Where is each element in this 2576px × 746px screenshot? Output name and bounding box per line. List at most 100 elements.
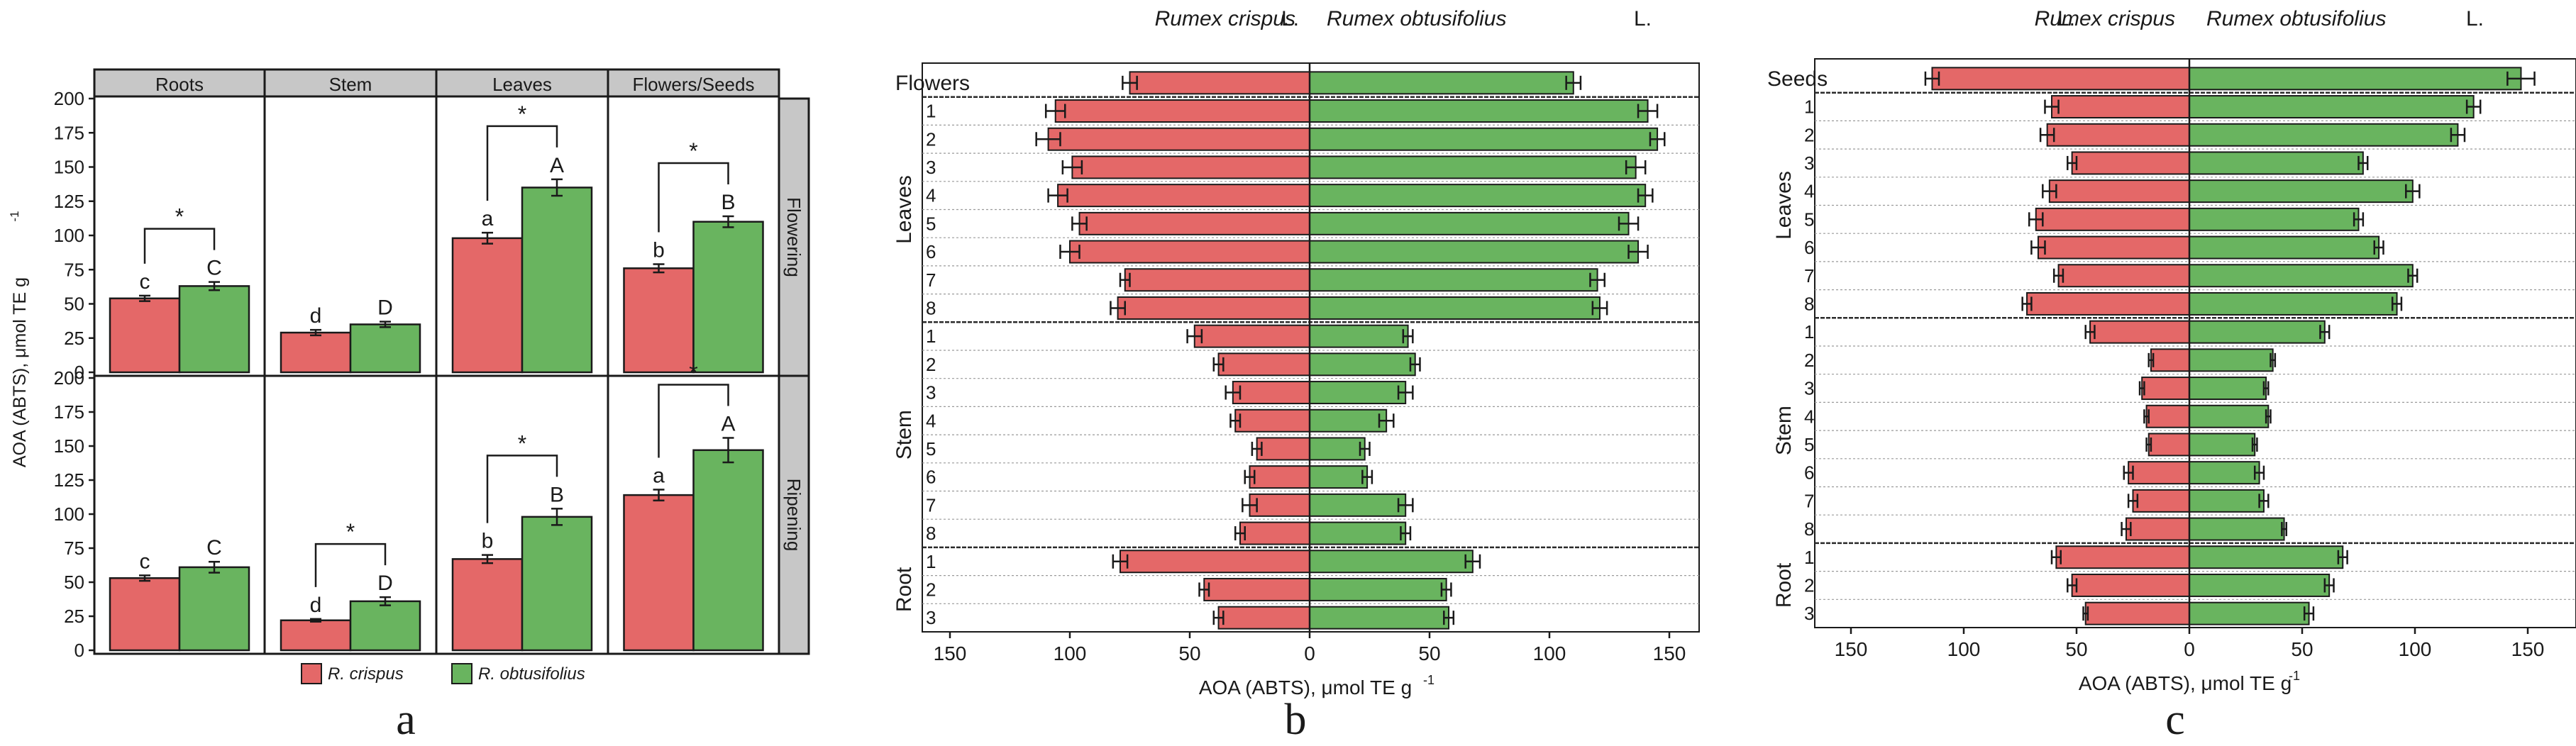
group-label: Root xyxy=(1772,562,1796,608)
error-bar xyxy=(1225,385,1242,400)
error-bar xyxy=(1397,385,1414,400)
row-tick-label: 4 xyxy=(1804,181,1814,202)
bar-crispus xyxy=(2048,179,2191,204)
error-bar xyxy=(2253,465,2265,480)
bar-crispus xyxy=(1239,521,1310,545)
error-bar xyxy=(2323,578,2335,593)
bar-obtusifolius xyxy=(349,323,421,374)
bar-crispus xyxy=(2089,320,2191,344)
row-tick-label: 3 xyxy=(1804,603,1814,624)
bar-obtusifolius xyxy=(1309,184,1647,208)
row-tick-label: 3 xyxy=(1804,152,1814,174)
error-bar xyxy=(653,263,665,274)
bar-obtusifolius xyxy=(1309,408,1388,433)
column-label: Flowers/Seeds xyxy=(633,74,755,95)
bar-crispus xyxy=(1054,99,1310,123)
group-label: Leaves xyxy=(1772,171,1796,240)
plot-frame xyxy=(922,62,1700,633)
error-bar xyxy=(1251,441,1263,456)
bar-crispus xyxy=(2046,123,2190,147)
bar-crispus xyxy=(2026,291,2191,316)
error-bar xyxy=(2039,128,2055,143)
error-bar xyxy=(551,178,563,197)
row-tick-label: 2 xyxy=(1804,350,1814,371)
significance-letter: A xyxy=(721,412,735,435)
bar-obtusifolius xyxy=(1309,211,1630,235)
error-bar xyxy=(1400,526,1412,541)
error-bar xyxy=(1402,329,1414,344)
bar-crispus xyxy=(2055,545,2190,569)
significance-letter: d xyxy=(310,304,322,328)
error-bar xyxy=(1361,469,1373,484)
error-bar xyxy=(1409,357,1421,372)
error-bar xyxy=(2353,212,2365,227)
bar-obtusifolius xyxy=(2189,179,2414,204)
bar-crispus xyxy=(2128,461,2190,485)
y-tick-label: 200 xyxy=(54,367,84,389)
bracket-line xyxy=(486,455,558,523)
error-bar xyxy=(1443,611,1455,625)
column-strip xyxy=(607,68,780,98)
y-tick-label: 0 xyxy=(74,640,84,661)
error-bar xyxy=(2303,606,2315,621)
error-bar xyxy=(1061,160,1083,174)
left-title-suffix: L. xyxy=(2057,7,2075,30)
bar-crispus xyxy=(2132,489,2190,513)
row-tick-label: 1 xyxy=(1804,547,1814,568)
bar-crispus xyxy=(1119,550,1310,574)
row-tick-label: 5 xyxy=(926,438,936,460)
y-tick-label: 100 xyxy=(54,225,84,246)
significance-bracket xyxy=(314,542,387,587)
bar-crispus xyxy=(1117,296,1310,320)
significance-letter: A xyxy=(550,154,564,177)
error-bar xyxy=(1186,329,1203,344)
error-bar xyxy=(1212,357,1225,372)
bar-crispus xyxy=(451,558,524,652)
bar-obtusifolius xyxy=(2189,461,2260,485)
y-tick-label: 125 xyxy=(54,469,84,491)
bracket-line xyxy=(486,125,558,201)
error-bar xyxy=(1565,75,1582,90)
x-tick-label: 50 xyxy=(2291,638,2313,660)
error-bar xyxy=(1359,441,1371,456)
error-bar xyxy=(2373,240,2384,255)
row-tick-label: 7 xyxy=(926,494,936,516)
error-bar xyxy=(1618,216,1640,231)
bar-crispus xyxy=(109,297,181,374)
row-tick-label: 2 xyxy=(926,128,936,150)
error-bar xyxy=(2138,381,2145,396)
bar-crispus xyxy=(280,619,352,652)
significance-letter: d xyxy=(310,594,322,617)
bar-crispus xyxy=(623,494,695,652)
error-bar xyxy=(2123,465,2134,480)
error-bar xyxy=(722,215,734,228)
error-bar xyxy=(139,574,150,582)
error-bar xyxy=(2506,71,2536,86)
bar-obtusifolius xyxy=(2189,320,2326,344)
error-bar xyxy=(1591,301,1608,316)
significance-letter: b xyxy=(653,239,665,262)
row-tick-label: 2 xyxy=(1804,124,1814,145)
bar-crispus xyxy=(1193,324,1311,348)
significance-letter: B xyxy=(550,483,564,506)
significance-letter: c xyxy=(140,550,150,573)
row-tick-label: 1 xyxy=(1804,321,1814,343)
y-tick-label: 75 xyxy=(64,538,84,559)
bar-obtusifolius xyxy=(2189,601,2310,625)
row-tick-label: 1 xyxy=(926,551,936,572)
bar-obtusifolius xyxy=(1309,521,1407,545)
bar-obtusifolius xyxy=(1309,240,1640,264)
group-label: Stem xyxy=(1772,406,1796,455)
bar-obtusifolius xyxy=(1309,268,1598,292)
row-tick-label: 8 xyxy=(1804,293,1814,314)
error-bar xyxy=(209,281,220,291)
significance-star: * xyxy=(689,138,697,164)
row-label: Ripening xyxy=(783,479,805,552)
bar-obtusifolius xyxy=(1309,155,1637,179)
row-tick-label: 6 xyxy=(926,241,936,262)
error-bar xyxy=(2082,606,2089,621)
error-bar xyxy=(209,560,220,574)
error-bar xyxy=(380,596,391,606)
bar-obtusifolius xyxy=(178,566,250,652)
